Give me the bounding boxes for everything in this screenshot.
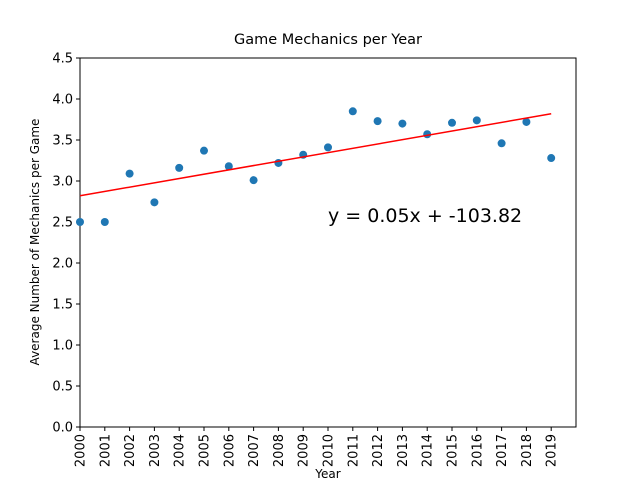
point — [398, 119, 407, 128]
y-tick-label: 1.0 — [52, 339, 73, 354]
x-tick-label: 2005 — [198, 434, 213, 467]
x-tick-label: 2017 — [495, 434, 510, 467]
y-tick-label: 3.0 — [52, 175, 73, 190]
point — [547, 154, 556, 163]
y-tick-label: 0.5 — [52, 380, 73, 395]
x-tick-label: 2000 — [74, 434, 89, 467]
point — [448, 118, 456, 127]
y-tick-label: 1.5 — [52, 298, 73, 313]
y-tick-label: 3.5 — [52, 134, 73, 149]
y-tick-label: 2.5 — [52, 216, 73, 231]
x-tick-label: 2001 — [98, 434, 113, 467]
plot-frame — [79, 57, 577, 428]
x-tick-label: 2007 — [247, 434, 262, 467]
x-tick-label: 2003 — [148, 434, 163, 467]
x-tick-label: 2012 — [371, 434, 386, 467]
x-tick-label: 2008 — [272, 434, 287, 467]
y-tick-label: 2.0 — [52, 257, 73, 272]
x-tick-label: 2019 — [545, 434, 560, 467]
x-tick-label: 2011 — [346, 434, 361, 467]
x-axis-label: Year — [314, 467, 340, 480]
y-axis-label: Average Number of Mechanics per Game — [28, 119, 42, 366]
x-tick-label: 2002 — [123, 434, 138, 467]
point — [150, 198, 159, 207]
x-tick-label: 2006 — [222, 434, 237, 467]
point — [200, 146, 208, 155]
x-tick-label: 2018 — [520, 434, 535, 467]
x-tick-label: 2015 — [446, 434, 461, 467]
x-tick-label: 2013 — [396, 434, 411, 467]
y-tick-label: 0.0 — [52, 421, 73, 436]
x-tick-label: 2009 — [297, 434, 312, 467]
point — [497, 139, 506, 148]
fit-line — [79, 113, 552, 197]
point — [472, 116, 481, 125]
point — [324, 143, 332, 152]
point — [76, 218, 84, 226]
point — [373, 117, 382, 126]
annotation: y = 0.05x + -103.82 — [328, 205, 522, 227]
point — [175, 163, 184, 172]
point — [522, 117, 531, 126]
x-tick-label: 2014 — [421, 434, 436, 467]
x-tick-label: 2010 — [322, 434, 337, 467]
x-tick-label: 2004 — [173, 434, 188, 467]
y-tick-label: 4.0 — [52, 93, 73, 108]
point — [125, 169, 134, 178]
y-tick-label: 4.5 — [52, 52, 73, 67]
point — [249, 176, 258, 185]
chart-title: Game Mechanics per Year — [234, 32, 422, 48]
point — [224, 162, 233, 171]
x-tick-label: 2016 — [470, 434, 485, 467]
point — [100, 218, 109, 226]
point — [348, 107, 357, 116]
